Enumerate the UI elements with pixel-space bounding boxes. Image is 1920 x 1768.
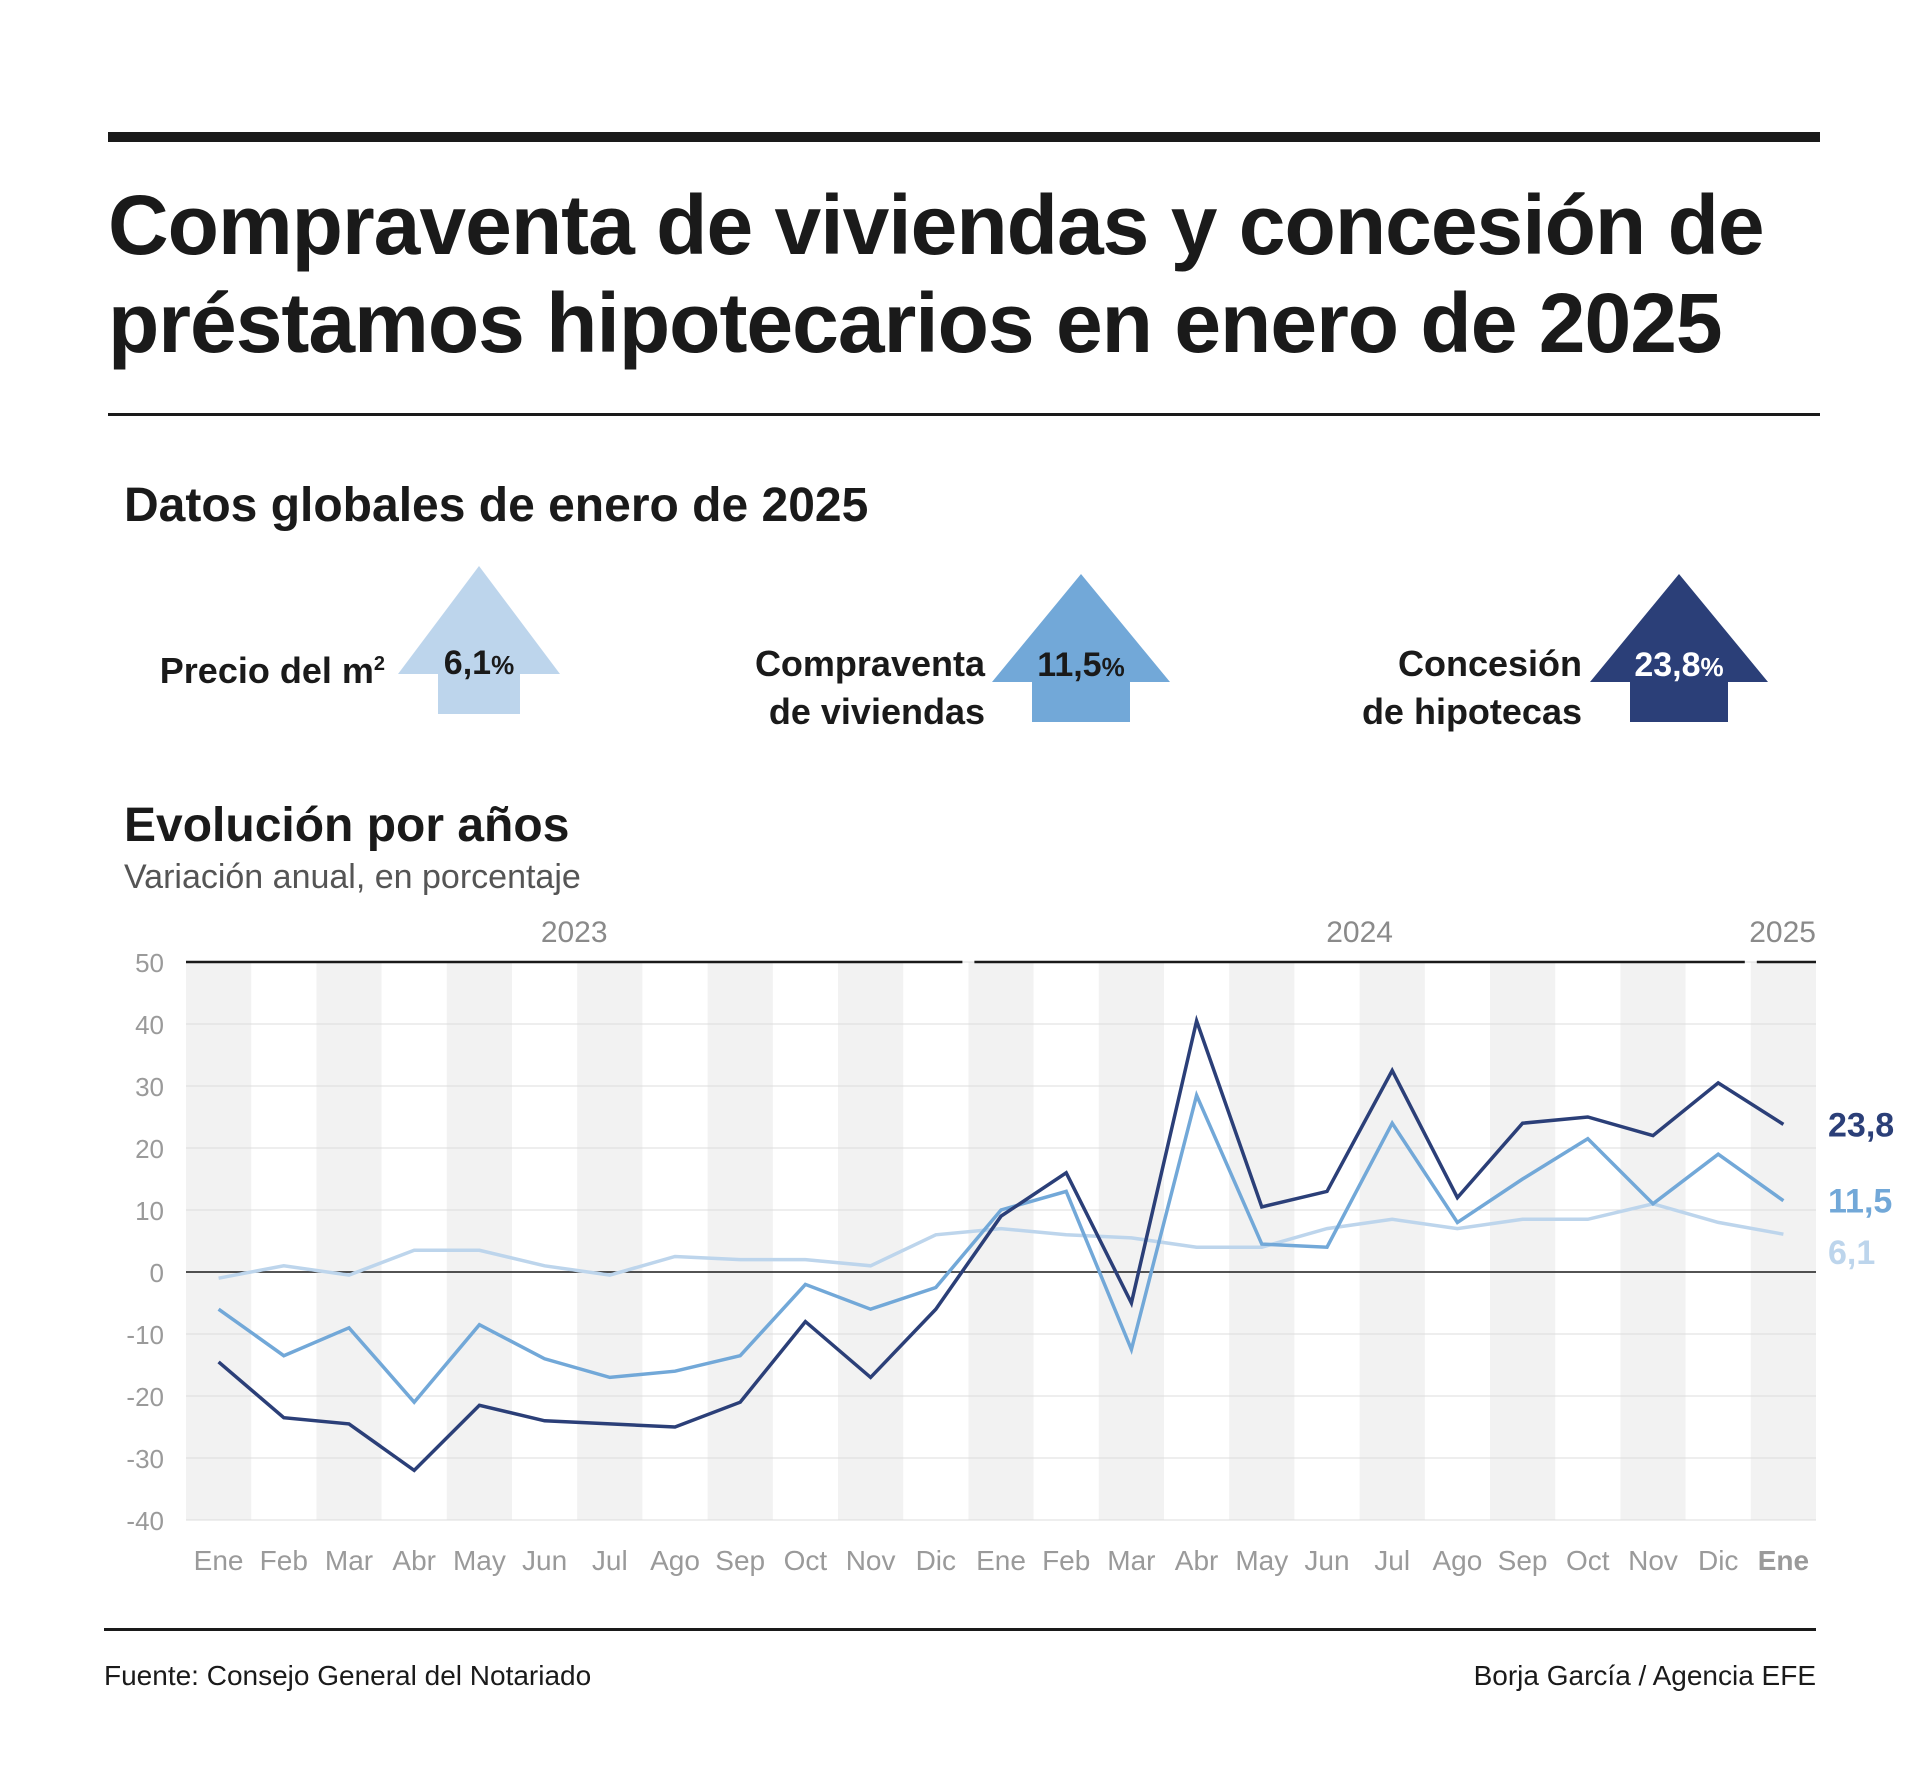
band — [838, 962, 904, 1520]
x-tick-label: Jul — [592, 1545, 628, 1576]
x-tick-label: Ago — [650, 1545, 700, 1576]
kpi-hipotecas-label-line1: Concesión — [1397, 643, 1582, 684]
kpi-hipotecas-label-line2: de hipotecas — [1361, 691, 1582, 732]
kpi-precio-value: 6,1% — [398, 644, 560, 683]
y-tick-label: 40 — [135, 1010, 164, 1040]
x-tick-label: Ene — [976, 1545, 1026, 1576]
band — [1620, 962, 1686, 1520]
kpi-hipotecas-arrow: 23,8% — [1590, 574, 1768, 722]
global-heading: Datos globales de enero de 2025 — [124, 479, 869, 532]
x-tick-label: Jun — [1304, 1545, 1349, 1576]
kpi-precio-label-sup: 2 — [373, 653, 385, 675]
title-divider — [108, 413, 1820, 416]
band — [316, 962, 382, 1520]
y-tick-label: -40 — [126, 1506, 164, 1536]
band — [577, 962, 643, 1520]
end-label-precio: 6,1 — [1828, 1234, 1875, 1272]
x-tick-label: Nov — [1628, 1545, 1678, 1576]
y-tick-label: 0 — [150, 1258, 164, 1288]
x-tick-label: Sep — [1498, 1545, 1548, 1576]
top-rule — [108, 132, 1820, 142]
y-tick-label: 10 — [135, 1196, 164, 1226]
series-line-hipotecas — [217, 1014, 1785, 1473]
evolution-subtitle: Variación anual, en porcentaje — [124, 858, 581, 896]
x-tick-label: Ene — [194, 1545, 244, 1576]
x-tick-label: Abr — [1175, 1545, 1219, 1576]
y-tick-label: 30 — [135, 1072, 164, 1102]
kpi-compraventa-arrow: 11,5% — [992, 574, 1170, 722]
y-tick-label: -30 — [126, 1444, 164, 1474]
kpi-precio-number: 6,1 — [443, 644, 492, 682]
y-tick-label: -20 — [126, 1382, 164, 1412]
x-tick-label: Feb — [1042, 1545, 1090, 1576]
up-arrow-icon — [992, 574, 1170, 722]
year-label: 2025 — [1749, 916, 1816, 949]
footer-divider — [104, 1628, 1816, 1631]
x-tick-label: May — [453, 1545, 506, 1576]
x-tick-label: Mar — [325, 1545, 373, 1576]
band — [446, 962, 512, 1520]
x-tick-label: Nov — [846, 1545, 896, 1576]
page-title: Compraventa de viviendas y concesión de … — [108, 178, 1765, 370]
x-tick-label: Abr — [392, 1545, 436, 1576]
x-tick-label: Feb — [260, 1545, 308, 1576]
kpi-compraventa-label-line2: de viviendas — [768, 691, 985, 732]
kpi-precio-arrow: 6,1% — [398, 566, 560, 714]
source-note: Fuente: Consejo General del Notariado — [104, 1660, 592, 1691]
x-tick-label: Jul — [1374, 1545, 1410, 1576]
kpi-precio-unit: % — [491, 650, 515, 680]
x-tick-label: Ago — [1432, 1545, 1482, 1576]
x-tick-label: Dic — [1698, 1545, 1738, 1576]
end-label-compraventa: 11,5 — [1828, 1183, 1892, 1221]
x-tick-label: Ene — [1758, 1545, 1809, 1576]
kpi-hipotecas-value: 23,8% — [1590, 646, 1768, 685]
kpi-precio-label-text: Precio del m — [159, 650, 374, 691]
credit-note: Borja García / Agencia EFE — [1473, 1660, 1816, 1691]
band — [707, 962, 773, 1520]
up-arrow-icon — [398, 566, 560, 714]
up-arrow-icon — [1590, 574, 1768, 722]
year-label: 2023 — [541, 916, 608, 949]
y-tick-label: 50 — [135, 948, 164, 978]
line-chart: 50 40 30 20 10 0 -10 -20 -30 -40 2023 2024 2025 Ene Fe… — [126, 916, 1894, 1576]
x-tick-label: Mar — [1107, 1545, 1155, 1576]
kpi-compraventa-value: 11,5% — [992, 646, 1170, 685]
band — [968, 962, 1034, 1520]
x-tick-label: Jun — [522, 1545, 567, 1576]
kpi-compraventa-unit: % — [1101, 652, 1125, 682]
evolution-heading: Evolución por años — [124, 799, 570, 852]
series-line-precio — [218, 1201, 1784, 1280]
kpi-compraventa-label: Compraventa de viviendas — [700, 640, 985, 736]
kpi-compraventa-label-line1: Compraventa — [754, 643, 985, 684]
kpi-hipotecas-number: 23,8 — [1634, 646, 1701, 684]
series-line-compraventa — [217, 1089, 1785, 1405]
kpi-hipotecas-label: Concesión de hipotecas — [1300, 640, 1582, 736]
x-tick-label: Oct — [784, 1545, 828, 1576]
x-tick-label: Oct — [1566, 1545, 1610, 1576]
band — [1490, 962, 1556, 1520]
x-tick-label: Dic — [916, 1545, 956, 1576]
band — [1750, 962, 1816, 1520]
kpi-hipotecas-unit: % — [1700, 652, 1724, 682]
band — [1359, 962, 1425, 1520]
kpi-precio-label: Precio del m2 — [150, 640, 385, 695]
x-tick-label: May — [1235, 1545, 1288, 1576]
end-label-hipotecas: 23,8 — [1828, 1106, 1894, 1144]
kpi-compraventa-number: 11,5 — [1037, 646, 1102, 684]
y-tick-label: -10 — [126, 1320, 164, 1350]
year-label: 2024 — [1326, 916, 1393, 949]
y-tick-label: 20 — [135, 1134, 164, 1164]
x-tick-label: Sep — [715, 1545, 765, 1576]
band — [186, 962, 252, 1520]
